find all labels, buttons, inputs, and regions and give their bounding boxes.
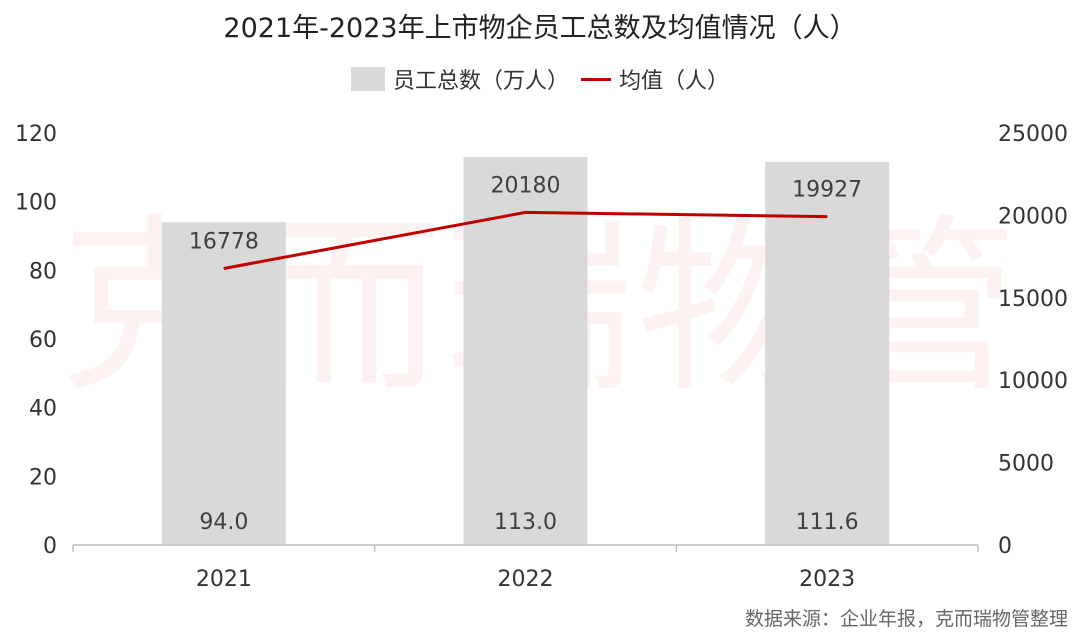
bar-2022 (463, 157, 588, 546)
y-left-tick-label: 20 (29, 465, 57, 490)
source-note: 数据来源：企业年报，克而瑞物管整理 (744, 608, 1068, 630)
legend-swatch-line (581, 77, 611, 81)
chart-title: 2021年-2023年上市物企员工总数及均值情况（人） (223, 13, 857, 44)
y-left-tick-label: 120 (15, 122, 57, 147)
line-value-label: 16778 (189, 229, 259, 254)
y-right-tick-label: 25000 (998, 122, 1068, 147)
y-left-tick-label: 80 (29, 259, 57, 284)
legend-label-line: 均值（人） (619, 69, 730, 94)
y-right-tick-label: 5000 (998, 452, 1054, 477)
line-point-2021 (223, 267, 225, 269)
line-point-2023 (826, 216, 828, 218)
y-right-tick-label: 15000 (998, 287, 1068, 312)
legend-item-line: 均值（人） (581, 63, 729, 95)
y-left-tick-label: 60 (29, 328, 57, 353)
x-tick-label: 2022 (498, 567, 554, 592)
x-tick-label: 2021 (196, 567, 252, 592)
y-right-tick-label: 20000 (998, 204, 1068, 229)
legend-label-bar: 员工总数（万人） (392, 69, 569, 94)
y-left-tick-label: 0 (43, 534, 57, 559)
bar-value-label: 113.0 (494, 510, 557, 535)
bar-2021 (161, 222, 286, 545)
bar-value-label: 111.6 (796, 510, 859, 535)
x-tick-label: 2023 (799, 567, 855, 592)
bar-2023 (765, 161, 890, 545)
y-left-tick-label: 40 (29, 397, 57, 422)
legend-swatch-bar (350, 67, 385, 91)
legend: 员工总数（万人） 均值（人） (0, 63, 1080, 95)
line-value-label: 20180 (491, 173, 561, 198)
y-right-tick-label: 10000 (998, 369, 1068, 394)
line-value-label: 19927 (792, 178, 862, 203)
line-point-2022 (525, 211, 526, 213)
bar-value-label: 94.0 (199, 510, 248, 535)
y-right-tick-label: 0 (998, 534, 1012, 559)
y-left-tick-label: 100 (15, 191, 57, 216)
legend-item-bar: 员工总数（万人） (350, 63, 569, 95)
